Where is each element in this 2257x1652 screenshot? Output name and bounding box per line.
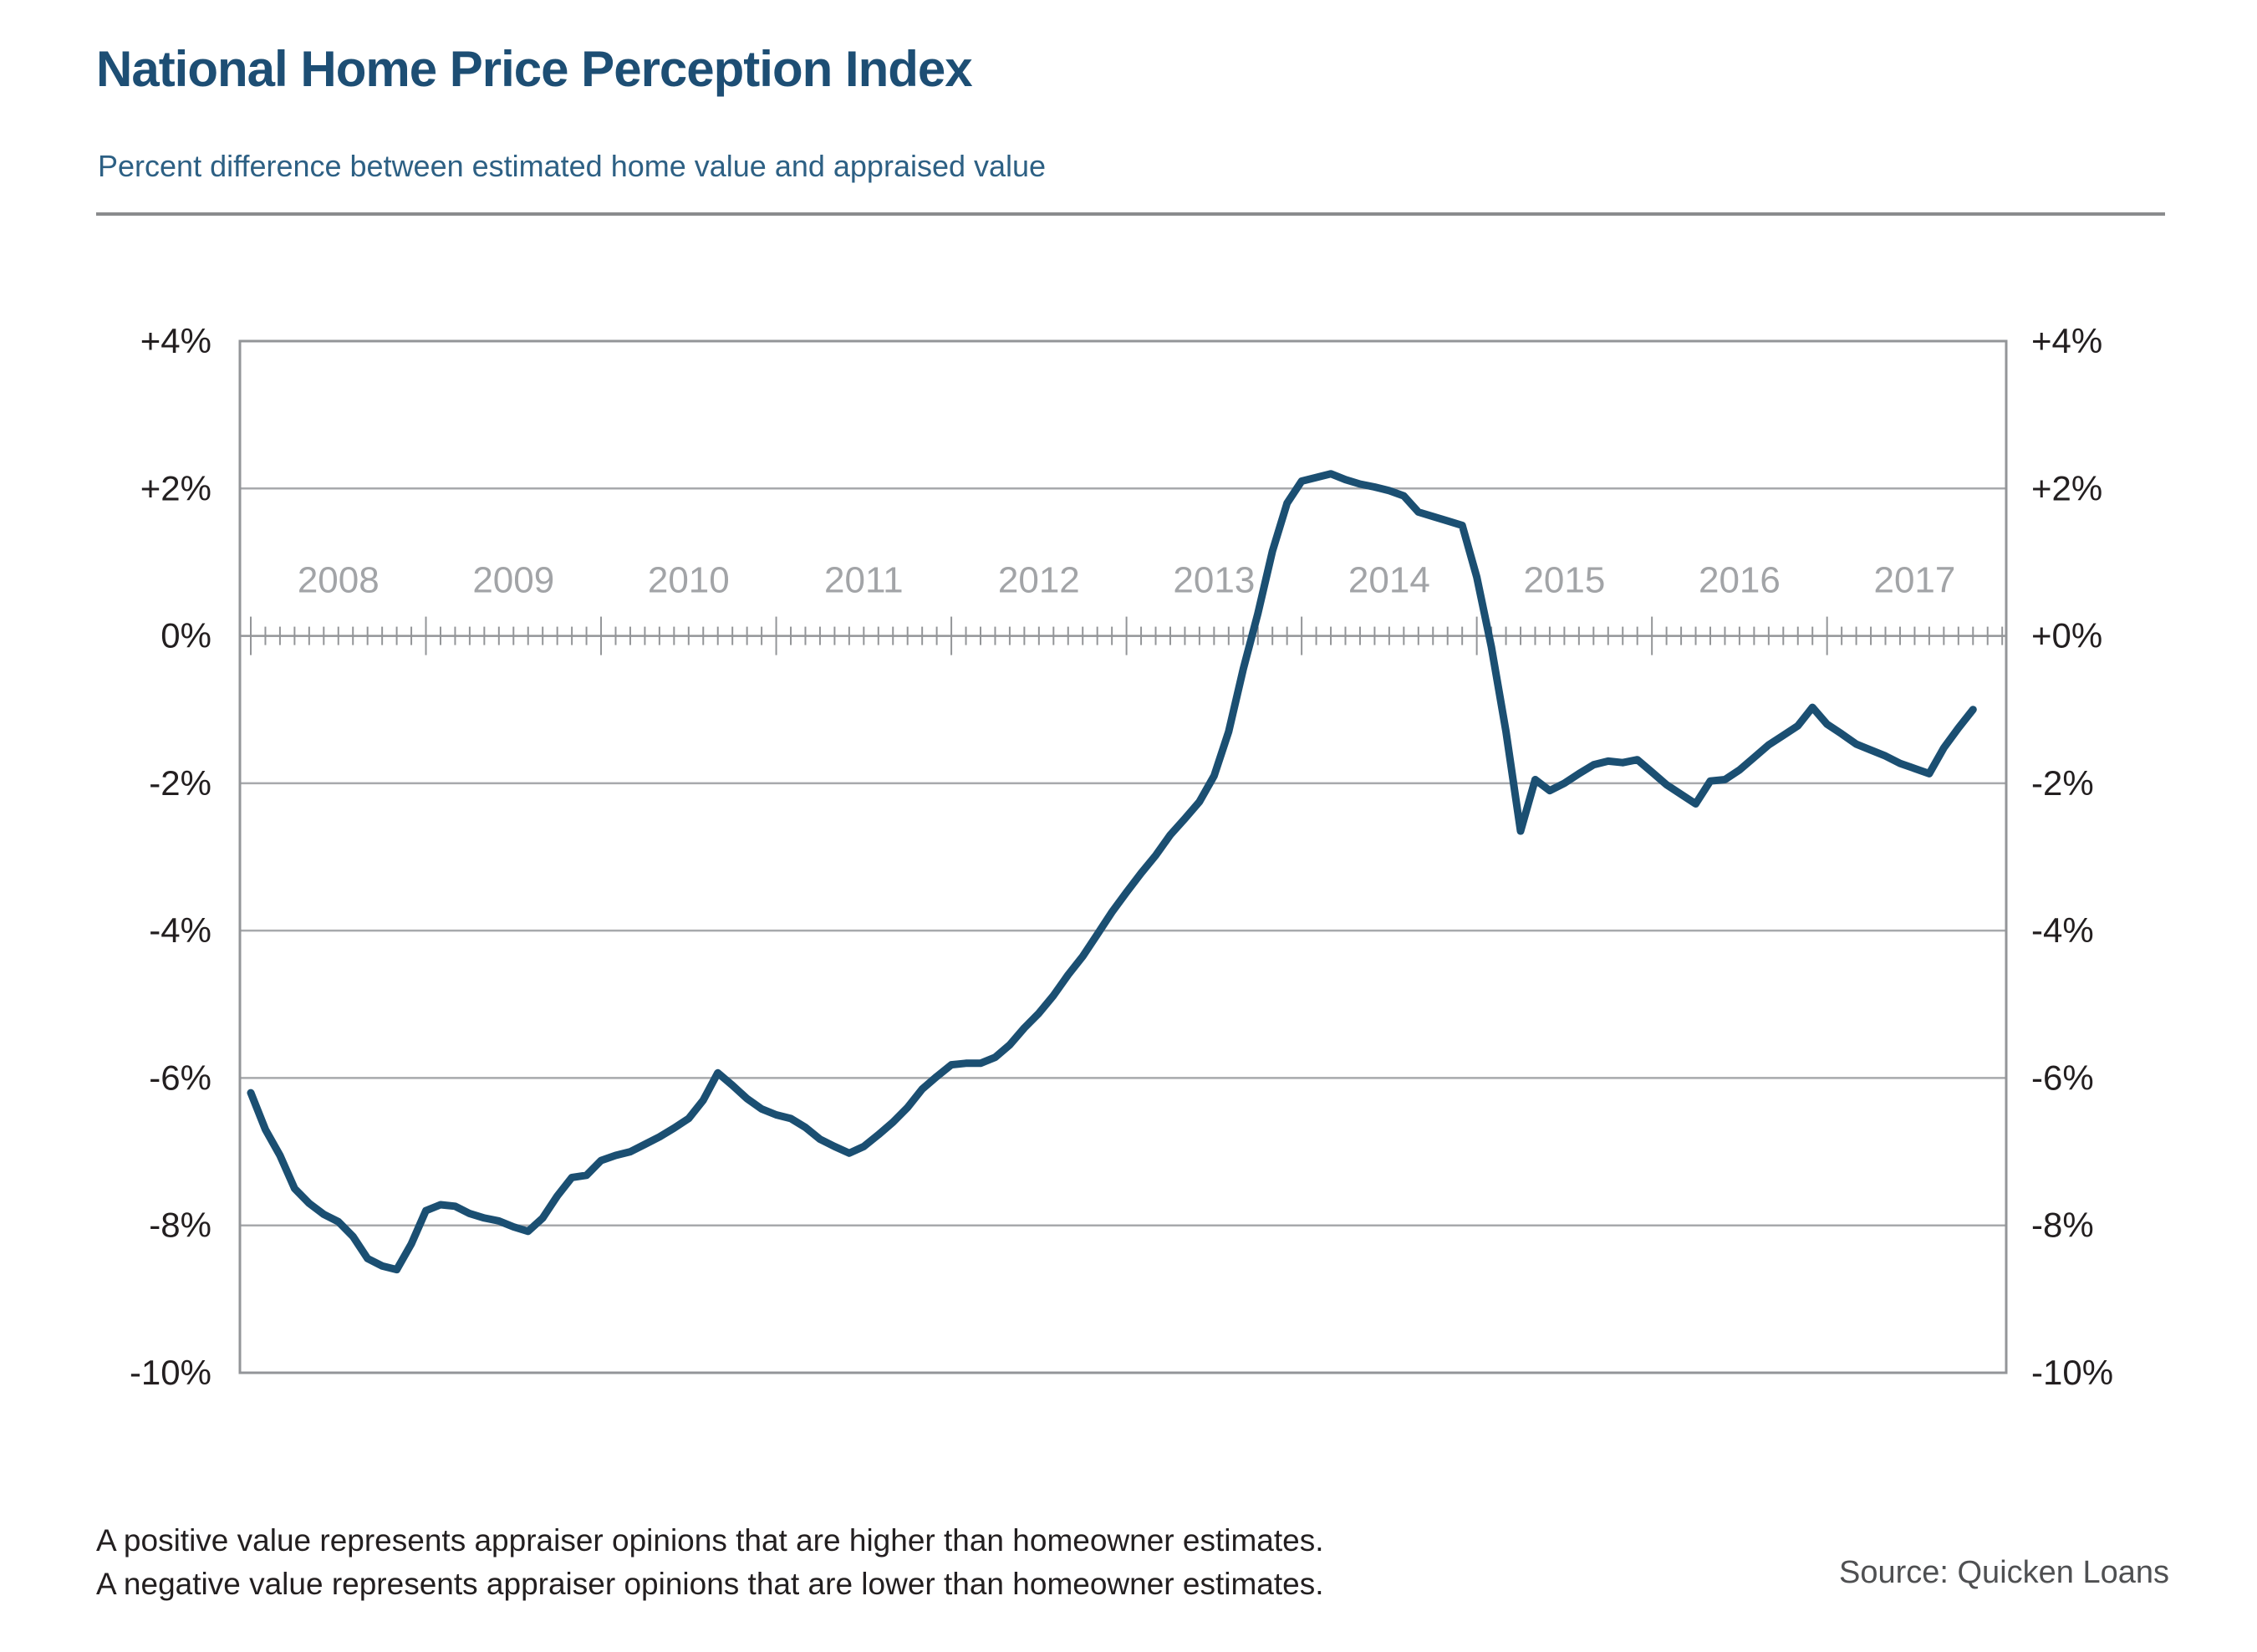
- x-axis-year-label: 2008: [298, 560, 380, 601]
- footnote-negative-value: A negative value represents appraiser op…: [96, 1567, 1324, 1601]
- hppi-series-line: [247, 470, 1977, 1274]
- footnote-positive-value: A positive value represents appraiser op…: [96, 1523, 1324, 1558]
- page-subtitle: Percent difference between estimated hom…: [98, 149, 1047, 183]
- x-axis-year-label: 2009: [472, 560, 554, 601]
- page-title: National Home Price Perception Index: [96, 41, 973, 97]
- y-axis-label-left: +4%: [140, 321, 211, 360]
- y-axis-label-left: 0%: [160, 616, 211, 655]
- y-axis-label-left: -8%: [149, 1206, 211, 1245]
- header-divider-rule: [96, 212, 2165, 216]
- y-axis-label-left: +2%: [140, 468, 211, 507]
- x-axis-year-label: 2017: [1873, 560, 1955, 601]
- y-axis-label-right: +4%: [2031, 321, 2102, 360]
- y-axis-label-right: -8%: [2031, 1206, 2094, 1245]
- source-credit: Source: Quicken Loans: [1838, 1555, 2169, 1590]
- x-axis-year-label: 2013: [1173, 560, 1255, 601]
- y-axis-label-right: -10%: [2031, 1353, 2113, 1392]
- y-axis-label-right: +2%: [2031, 468, 2102, 507]
- x-axis-year-label: 2011: [824, 560, 904, 601]
- x-axis-year-label: 2016: [1699, 560, 1781, 601]
- x-axis-year-label: 2014: [1348, 560, 1430, 601]
- y-axis-label-right: +0%: [2031, 616, 2102, 655]
- y-axis-label-left: -2%: [149, 763, 211, 803]
- x-axis-year-label: 2012: [998, 560, 1080, 601]
- x-axis-year-label: 2010: [648, 560, 730, 601]
- y-axis-label-left: -6%: [149, 1058, 211, 1097]
- y-axis-label-right: -6%: [2031, 1058, 2094, 1097]
- y-axis-label-right: -2%: [2031, 763, 2094, 803]
- y-axis-label-right: -4%: [2031, 910, 2094, 950]
- y-axis-label-left: -10%: [130, 1353, 211, 1392]
- chart-plot-area: [238, 339, 2008, 1374]
- y-axis-label-left: -4%: [149, 910, 211, 950]
- x-axis-year-label: 2015: [1523, 560, 1605, 601]
